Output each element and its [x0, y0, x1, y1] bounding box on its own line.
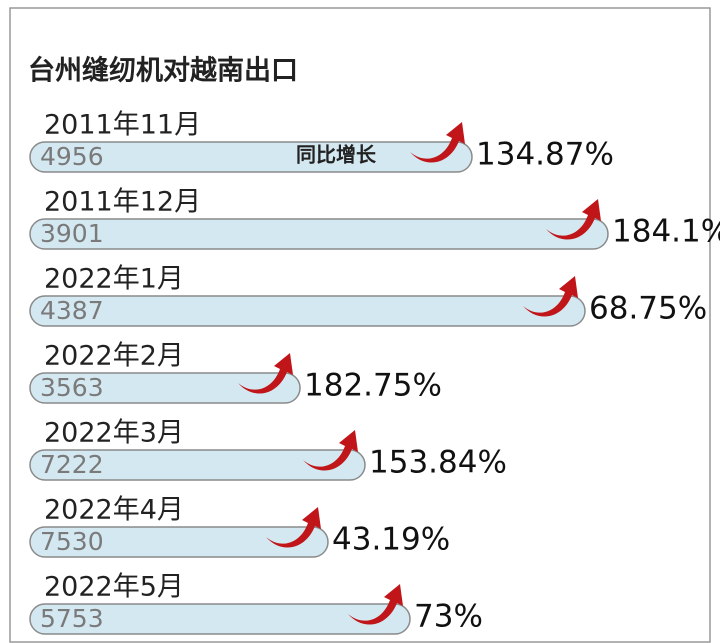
- arrow-body: [410, 122, 465, 163]
- growth-label: 182.75%: [304, 368, 442, 404]
- arrow-body: [546, 199, 601, 240]
- growth-label: 153.84%: [369, 445, 507, 481]
- arrow-body: [238, 353, 293, 394]
- growth-arrow: [348, 584, 403, 625]
- bar: [29, 372, 301, 404]
- value-label: 4387: [40, 296, 104, 325]
- value-label: 3563: [40, 373, 104, 402]
- value-label: 4956: [40, 142, 104, 171]
- value-label: 5753: [40, 604, 104, 633]
- bar: [29, 218, 609, 250]
- growth-arrow: [523, 276, 578, 317]
- growth-arrow: [410, 122, 465, 163]
- value-label: 3901: [40, 219, 104, 248]
- bar: [29, 449, 366, 481]
- growth-arrow: [238, 353, 293, 394]
- growth-arrow: [266, 507, 321, 548]
- month-label: 2022年4月: [44, 495, 184, 526]
- month-label: 2022年3月: [44, 418, 184, 449]
- legend-label: 同比增长: [296, 143, 377, 167]
- growth-label: 134.87%: [476, 137, 614, 173]
- bar: [29, 141, 473, 173]
- value-label: 7530: [40, 527, 104, 556]
- bar: [29, 603, 411, 635]
- bar: [29, 526, 329, 558]
- arrow-body: [266, 507, 321, 548]
- arrow-body: [348, 584, 403, 625]
- growth-label: 73%: [414, 599, 483, 635]
- growth-label: 184.1%: [612, 214, 720, 250]
- arrow-body: [303, 430, 358, 471]
- growth-label: 68.75%: [589, 291, 707, 327]
- title: 台州缝纫机对越南出口: [28, 55, 298, 87]
- month-label: 2011年12月: [44, 187, 201, 218]
- month-label: 2011年11月: [44, 110, 201, 141]
- bar: [29, 295, 586, 327]
- growth-arrow: [546, 199, 601, 240]
- arrow-body: [523, 276, 578, 317]
- month-label: 2022年2月: [44, 341, 184, 372]
- month-label: 2022年5月: [44, 572, 184, 603]
- value-label: 7222: [40, 450, 104, 479]
- growth-arrow: [303, 430, 358, 471]
- month-label: 2022年1月: [44, 264, 184, 295]
- growth-label: 43.19%: [332, 522, 450, 558]
